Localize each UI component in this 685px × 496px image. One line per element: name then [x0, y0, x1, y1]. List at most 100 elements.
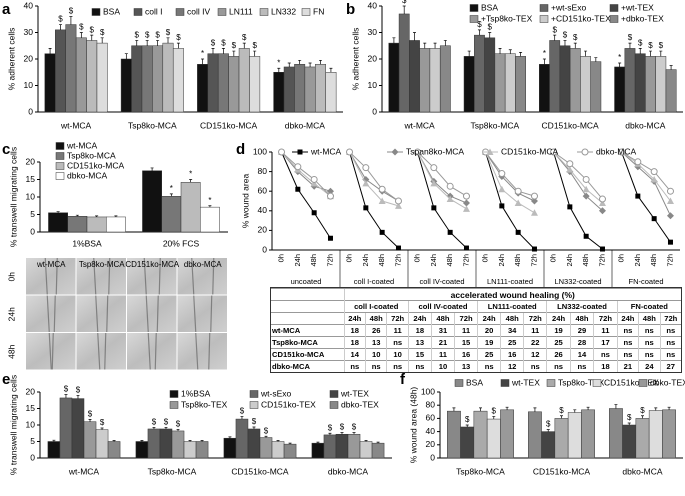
cell: 11	[523, 324, 547, 337]
bar	[55, 29, 66, 113]
legend-swatch	[259, 8, 269, 16]
cell: 34	[500, 324, 524, 337]
legend-label: CD151ko-TEX	[604, 377, 659, 387]
legend-swatch	[592, 379, 602, 387]
error-bar	[533, 407, 537, 412]
legend-label: 1%BSA	[181, 388, 211, 398]
point	[667, 239, 673, 245]
series-line	[621, 151, 671, 243]
subheader: 24h	[343, 312, 366, 325]
legend-label: wt-TEX	[511, 377, 540, 387]
cell: 19	[546, 324, 571, 337]
point	[498, 170, 506, 178]
point	[363, 205, 369, 211]
point	[651, 216, 657, 222]
bar	[359, 441, 373, 459]
error-bar	[176, 428, 180, 431]
legend-swatch	[469, 15, 479, 23]
bar	[172, 48, 184, 113]
cell: ns	[523, 360, 547, 372]
micrograph	[76, 295, 126, 332]
y-tick-label: 20	[24, 53, 34, 63]
column-label: wt-MCA	[36, 260, 66, 269]
significance-mark: $	[100, 28, 105, 37]
bar	[622, 424, 637, 459]
x-tick-label: 72h	[461, 254, 470, 267]
series-line	[553, 151, 603, 212]
bar	[624, 48, 636, 113]
y-axis-label: % transwell migrating cells	[8, 375, 18, 475]
point	[326, 187, 334, 195]
x-tick-label: 48h	[309, 254, 318, 267]
bar	[486, 418, 501, 459]
error-bar	[641, 415, 644, 419]
bar	[71, 398, 85, 459]
error-bar	[79, 32, 83, 38]
significance-mark: $	[638, 39, 643, 48]
significance-mark: $	[100, 418, 105, 427]
point	[362, 175, 370, 183]
point	[294, 163, 302, 171]
point	[618, 148, 626, 156]
cell: 26	[546, 348, 571, 361]
bar	[347, 433, 361, 459]
bar	[388, 42, 400, 113]
x-tick-label: 0h	[413, 254, 422, 262]
x-tick-label: 24h	[633, 254, 642, 267]
group-label: LN332-coated	[554, 277, 601, 286]
error-bar	[586, 406, 590, 410]
point	[362, 164, 370, 172]
cell: 28	[569, 336, 594, 349]
legend-swatch	[500, 379, 510, 387]
legend-swatch	[539, 15, 549, 23]
bar	[323, 434, 337, 459]
bar	[283, 66, 295, 113]
error-bar	[443, 40, 447, 46]
significance-mark: $	[264, 426, 269, 435]
legend-label: dbko-MCA	[67, 170, 107, 180]
error-bar	[64, 394, 68, 398]
bar	[171, 430, 185, 459]
y-tick-label: 15	[26, 403, 36, 413]
bar	[304, 66, 316, 113]
significance-mark: $	[240, 407, 245, 416]
cell: 11	[453, 324, 478, 337]
cell: 21	[430, 336, 455, 349]
x-tick-label: Tsp8ko-MCA	[128, 120, 177, 130]
legend-label: CD151ko-MCA	[501, 146, 558, 156]
micrograph	[26, 258, 76, 295]
cell: ns	[364, 360, 387, 372]
series-line	[349, 151, 399, 202]
point	[431, 205, 437, 211]
significance-mark: $	[328, 423, 333, 432]
bar	[197, 64, 209, 113]
legend-label: FN	[313, 6, 324, 16]
error-bar	[319, 59, 323, 65]
bar	[195, 441, 209, 459]
x-tick-label: 72h	[393, 254, 402, 267]
bar	[44, 53, 56, 113]
series-line	[621, 151, 671, 216]
error-bar	[135, 40, 139, 46]
x-tick-label: 48h	[445, 254, 454, 267]
legend-label: +wt-sExo	[551, 2, 586, 12]
cell: 29	[569, 324, 594, 337]
legend-swatch	[301, 8, 311, 16]
error-bar	[479, 407, 482, 412]
significance-mark: $	[252, 41, 257, 50]
significance-mark: $	[176, 33, 181, 42]
point	[550, 148, 558, 156]
legend-label: BSA	[481, 2, 498, 12]
bar	[325, 72, 337, 113]
bar	[439, 45, 451, 113]
point	[515, 229, 521, 235]
bar	[665, 69, 677, 113]
bar	[67, 216, 88, 233]
group-label: uncoated	[291, 277, 322, 286]
y-axis-label: % wound area (48h)	[408, 387, 418, 464]
point	[635, 193, 641, 199]
cell: 31	[430, 324, 455, 337]
bar	[207, 53, 219, 113]
legend-swatch	[133, 8, 143, 16]
bar	[567, 412, 582, 459]
